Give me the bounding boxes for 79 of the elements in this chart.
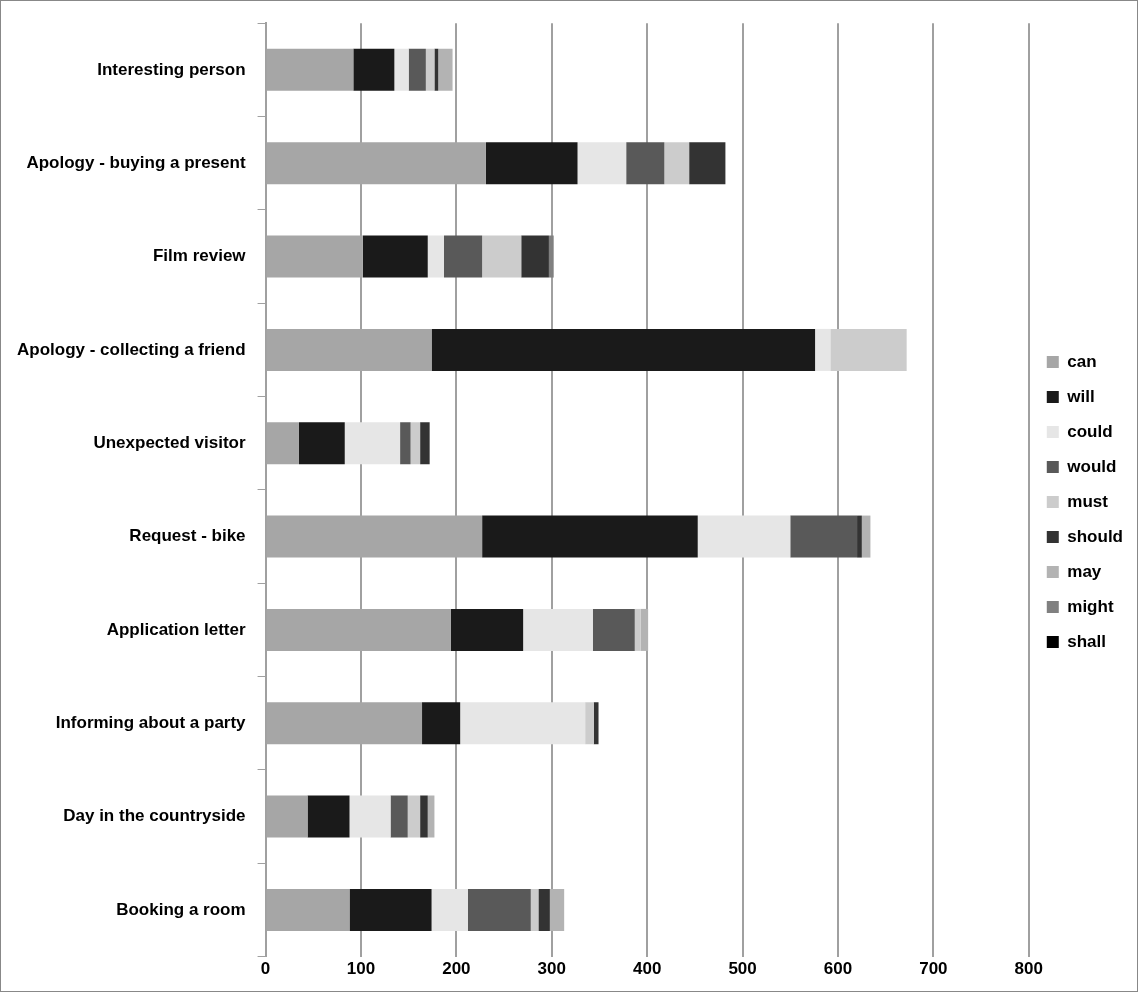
- y-tick-label: Day in the countryside: [63, 806, 246, 826]
- bar: [549, 888, 565, 931]
- bar: [467, 888, 531, 931]
- y-tick-label: Application letter: [106, 619, 246, 639]
- x-tick-label: 600: [823, 959, 853, 979]
- bar: [427, 235, 444, 278]
- bar: [521, 235, 549, 278]
- bar: [420, 795, 428, 838]
- bar: [626, 142, 665, 185]
- bar: [697, 515, 791, 558]
- x-tick-label: 200: [442, 959, 471, 979]
- bar: [689, 142, 726, 185]
- bar: [485, 142, 578, 185]
- y-tick-label: Apology - collecting a friend: [16, 339, 246, 359]
- bar: [349, 888, 432, 931]
- bar: [482, 515, 698, 558]
- bar: [425, 48, 435, 91]
- bar: [450, 608, 524, 651]
- bar: [815, 328, 831, 371]
- y-tick-label: Interesting person: [97, 59, 246, 79]
- bar: [298, 422, 345, 465]
- bar: [857, 515, 862, 558]
- x-tick-label: 0: [260, 959, 271, 979]
- bar: [344, 422, 401, 465]
- bar: [790, 515, 858, 558]
- bar: [634, 608, 641, 651]
- legend-label: would: [1066, 456, 1117, 476]
- bar: [538, 888, 550, 931]
- bar: [353, 48, 395, 91]
- bar: [577, 142, 627, 185]
- x-tick-label: 800: [1014, 959, 1043, 979]
- bar: [434, 48, 439, 91]
- bar: [592, 608, 635, 651]
- bar: [548, 235, 554, 278]
- y-tick-label: Booking a room: [116, 899, 246, 919]
- bar: [349, 795, 391, 838]
- bar: [431, 328, 816, 371]
- x-tick-label: 500: [728, 959, 757, 979]
- x-tick-label: 100: [346, 959, 376, 979]
- bar: [362, 235, 428, 278]
- bar: [530, 888, 539, 931]
- legend-label: will: [1066, 386, 1095, 406]
- y-tick-label: Informing about a party: [55, 712, 247, 732]
- bar: [408, 48, 426, 91]
- legend-label: should: [1067, 526, 1123, 546]
- bar: [390, 795, 408, 838]
- bar: [427, 795, 435, 838]
- bar: [410, 422, 421, 465]
- legend-label: might: [1067, 596, 1114, 616]
- bar: [422, 702, 461, 745]
- bar: [443, 235, 483, 278]
- bar: [664, 142, 690, 185]
- x-tick-label: 700: [919, 959, 948, 979]
- bar: [420, 422, 430, 465]
- bar: [438, 48, 453, 91]
- x-tick-label: 400: [632, 959, 662, 979]
- bar: [407, 795, 421, 838]
- bar: [482, 235, 522, 278]
- y-tick-label: Request - bike: [129, 526, 246, 546]
- bar: [307, 795, 350, 838]
- bar: [830, 328, 907, 371]
- bar: [593, 702, 599, 745]
- y-tick-label: Unexpected visitor: [93, 432, 246, 452]
- legend-label: must: [1067, 491, 1109, 511]
- legend-label: shall: [1067, 631, 1107, 651]
- bar: [394, 48, 409, 91]
- bar: [400, 422, 411, 465]
- y-tick-label: Apology - buying a present: [26, 152, 246, 172]
- bar: [431, 888, 468, 931]
- bar: [585, 702, 594, 745]
- legend-label: could: [1067, 421, 1113, 441]
- bar: [861, 515, 871, 558]
- x-tick-label: 300: [537, 959, 566, 979]
- bar: [460, 702, 586, 745]
- legend-label: can: [1067, 351, 1097, 371]
- bar: [523, 608, 593, 651]
- bar: [640, 608, 649, 651]
- y-tick-label: Film review: [152, 246, 247, 266]
- legend-label: may: [1067, 561, 1102, 581]
